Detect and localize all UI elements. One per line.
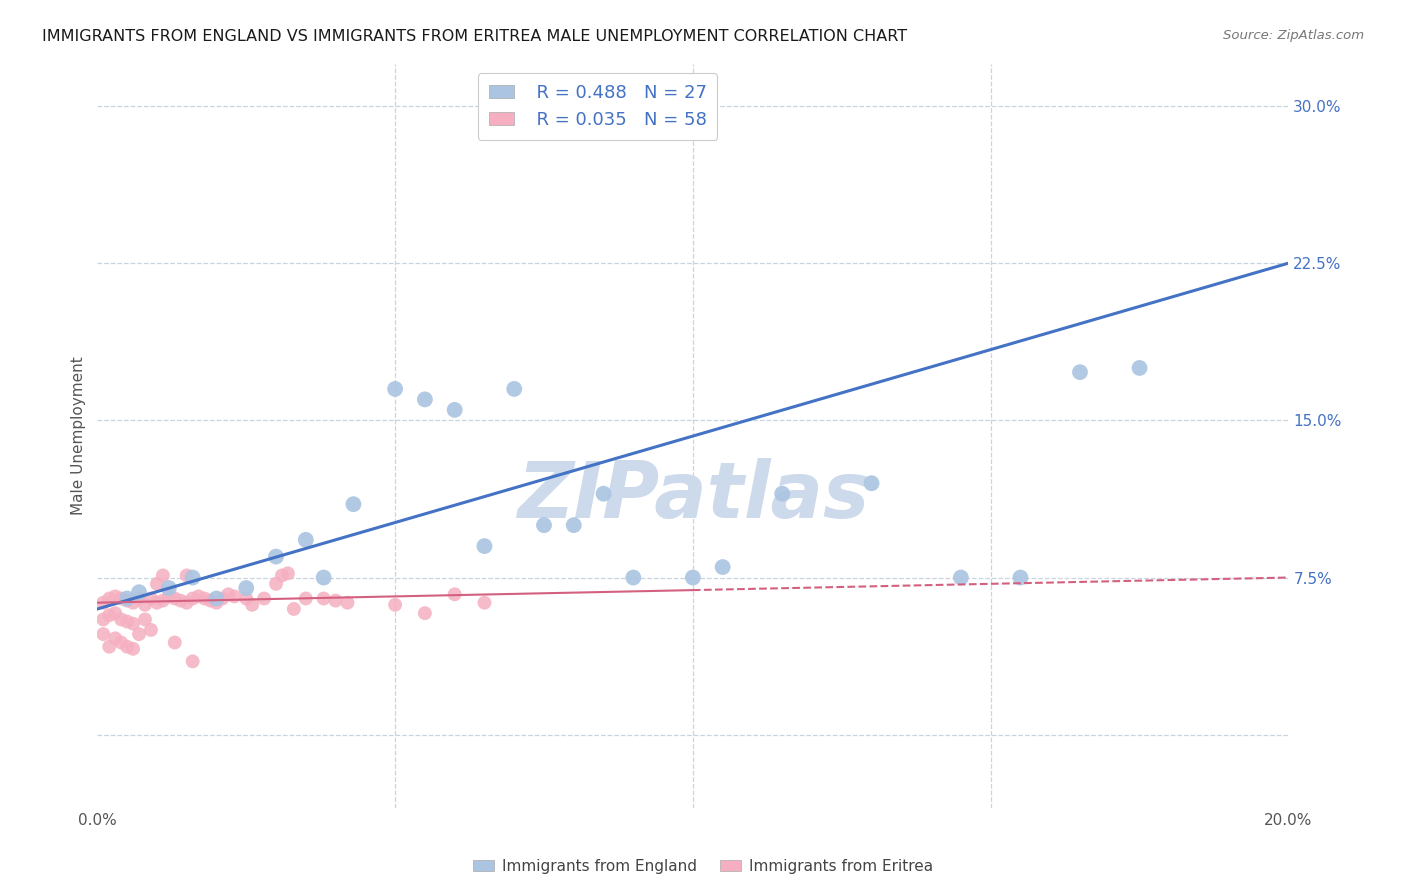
Point [91,627,114,641]
Point [170,593,193,607]
Point [240,598,263,612]
Point [157,590,180,604]
Point [128,585,150,599]
Point [503,382,526,396]
Point [205,591,228,606]
Point [224,590,246,604]
Point [163,635,186,649]
Point [139,591,162,606]
Text: Source: ZipAtlas.com: Source: ZipAtlas.com [1223,29,1364,42]
Point [562,518,585,533]
Point [122,596,145,610]
Point [682,570,704,584]
Point [283,602,305,616]
Point [235,581,257,595]
Point [157,581,180,595]
Y-axis label: Male Unemployment: Male Unemployment [72,357,86,516]
Point [128,627,150,641]
Point [134,612,156,626]
Point [110,591,132,606]
Point [205,596,228,610]
Point [104,632,127,646]
Point [413,392,436,407]
Point [235,591,257,606]
Point [342,497,364,511]
Point [217,587,239,601]
Point [91,612,114,626]
Point [115,615,138,629]
Point [91,596,114,610]
Point [146,577,169,591]
Point [134,598,156,612]
Point [711,560,734,574]
Point [312,591,335,606]
Point [533,518,555,533]
Point [176,568,198,582]
Legend: Immigrants from England, Immigrants from Eritrea: Immigrants from England, Immigrants from… [467,853,939,880]
Point [413,606,436,620]
Point [384,598,406,612]
Point [181,654,204,668]
Point [163,591,186,606]
Point [1069,365,1091,379]
Point [115,593,138,607]
Point [211,591,233,606]
Point [253,591,276,606]
Point [621,570,644,584]
Point [474,539,496,553]
Point [312,570,335,584]
Point [264,577,287,591]
Point [146,596,169,610]
Point [271,568,294,582]
Point [384,382,406,396]
Point [336,596,359,610]
Point [110,635,132,649]
Point [1010,570,1032,584]
Point [181,570,204,584]
Point [1128,361,1150,376]
Point [325,593,347,607]
Point [443,587,465,601]
Point [860,476,883,491]
Point [949,570,972,584]
Point [128,591,150,606]
Point [294,533,316,547]
Point [98,640,121,654]
Point [104,606,127,620]
Point [98,608,121,623]
Text: ZIPatlas: ZIPatlas [517,458,869,533]
Point [264,549,287,564]
Point [176,596,198,610]
Point [115,640,138,654]
Text: IMMIGRANTS FROM ENGLAND VS IMMIGRANTS FROM ERITREA MALE UNEMPLOYMENT CORRELATION: IMMIGRANTS FROM ENGLAND VS IMMIGRANTS FR… [42,29,907,44]
Point [474,596,496,610]
Point [187,590,209,604]
Point [592,486,614,500]
Legend:   R = 0.488   N = 27,   R = 0.035   N = 58: R = 0.488 N = 27, R = 0.035 N = 58 [478,73,717,140]
Point [277,566,299,581]
Point [122,616,145,631]
Point [110,612,132,626]
Point [152,593,174,607]
Point [294,591,316,606]
Point [122,641,145,656]
Point [200,593,222,607]
Point [98,591,121,606]
Point [152,568,174,582]
Point [104,590,127,604]
Point [181,591,204,606]
Point [115,591,138,606]
Point [139,623,162,637]
Point [770,486,793,500]
Point [443,402,465,417]
Point [193,591,215,606]
